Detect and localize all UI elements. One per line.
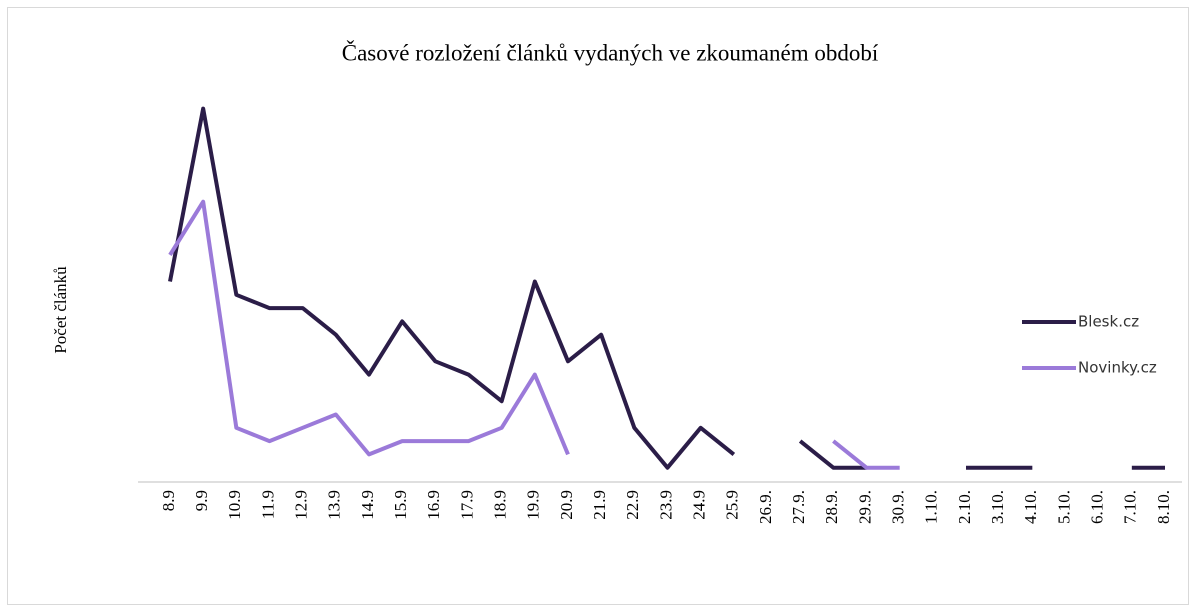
x-tick-label: 22.9 [623,490,642,520]
x-tick-label: 5.10. [1054,490,1073,524]
x-tick-label: 12.9 [292,490,311,520]
x-tick-label: 24.9 [690,490,709,520]
x-tick-label: 8.10. [1154,490,1173,524]
x-tick-label: 28.9. [822,490,841,524]
x-tick-label: 13.9 [325,490,344,520]
series-line [168,106,1165,470]
x-tick-label: 4.10. [1021,490,1040,524]
x-tick-label: 17.9 [457,490,476,520]
chart-title: Časové rozložení článků vydaných ve zkou… [342,39,879,65]
x-tick-label: 16.9 [424,490,443,520]
x-tick-label: 11.9 [258,490,277,519]
x-tick-label: 20.9 [557,490,576,520]
x-tick-label: 26.9. [756,490,775,524]
legend-label: Novinky.cz [1078,359,1157,377]
x-tick-label: 27.9. [789,490,808,524]
x-tick-label: 7.10. [1121,490,1140,524]
y-axis-label: Počet článků [51,266,70,354]
x-tick-label: 10.9 [225,490,244,520]
x-tick-label: 30.9. [889,490,908,524]
x-tick-label: 25.9 [723,490,742,520]
x-tick-label: 8.9 [159,490,178,511]
x-tick-label: 19.9 [524,490,543,520]
x-tick-label: 29.9. [855,490,874,524]
legend-label: Blesk.cz [1078,313,1139,331]
series-line [168,199,900,470]
x-tick-label: 15.9 [391,490,410,520]
x-tick-label: 9.9 [192,490,211,511]
x-tick-label: 6.10. [1088,490,1107,524]
x-tick-label: 1.10. [922,490,941,524]
x-tick-label: 14.9 [358,490,377,520]
x-tick-label: 18.9 [491,490,510,520]
x-tick-label: 2.10. [955,490,974,524]
x-tick-label: 3.10. [988,490,1007,524]
x-tick-label: 21.9 [590,490,609,520]
x-tick-label: 23.9 [656,490,675,520]
